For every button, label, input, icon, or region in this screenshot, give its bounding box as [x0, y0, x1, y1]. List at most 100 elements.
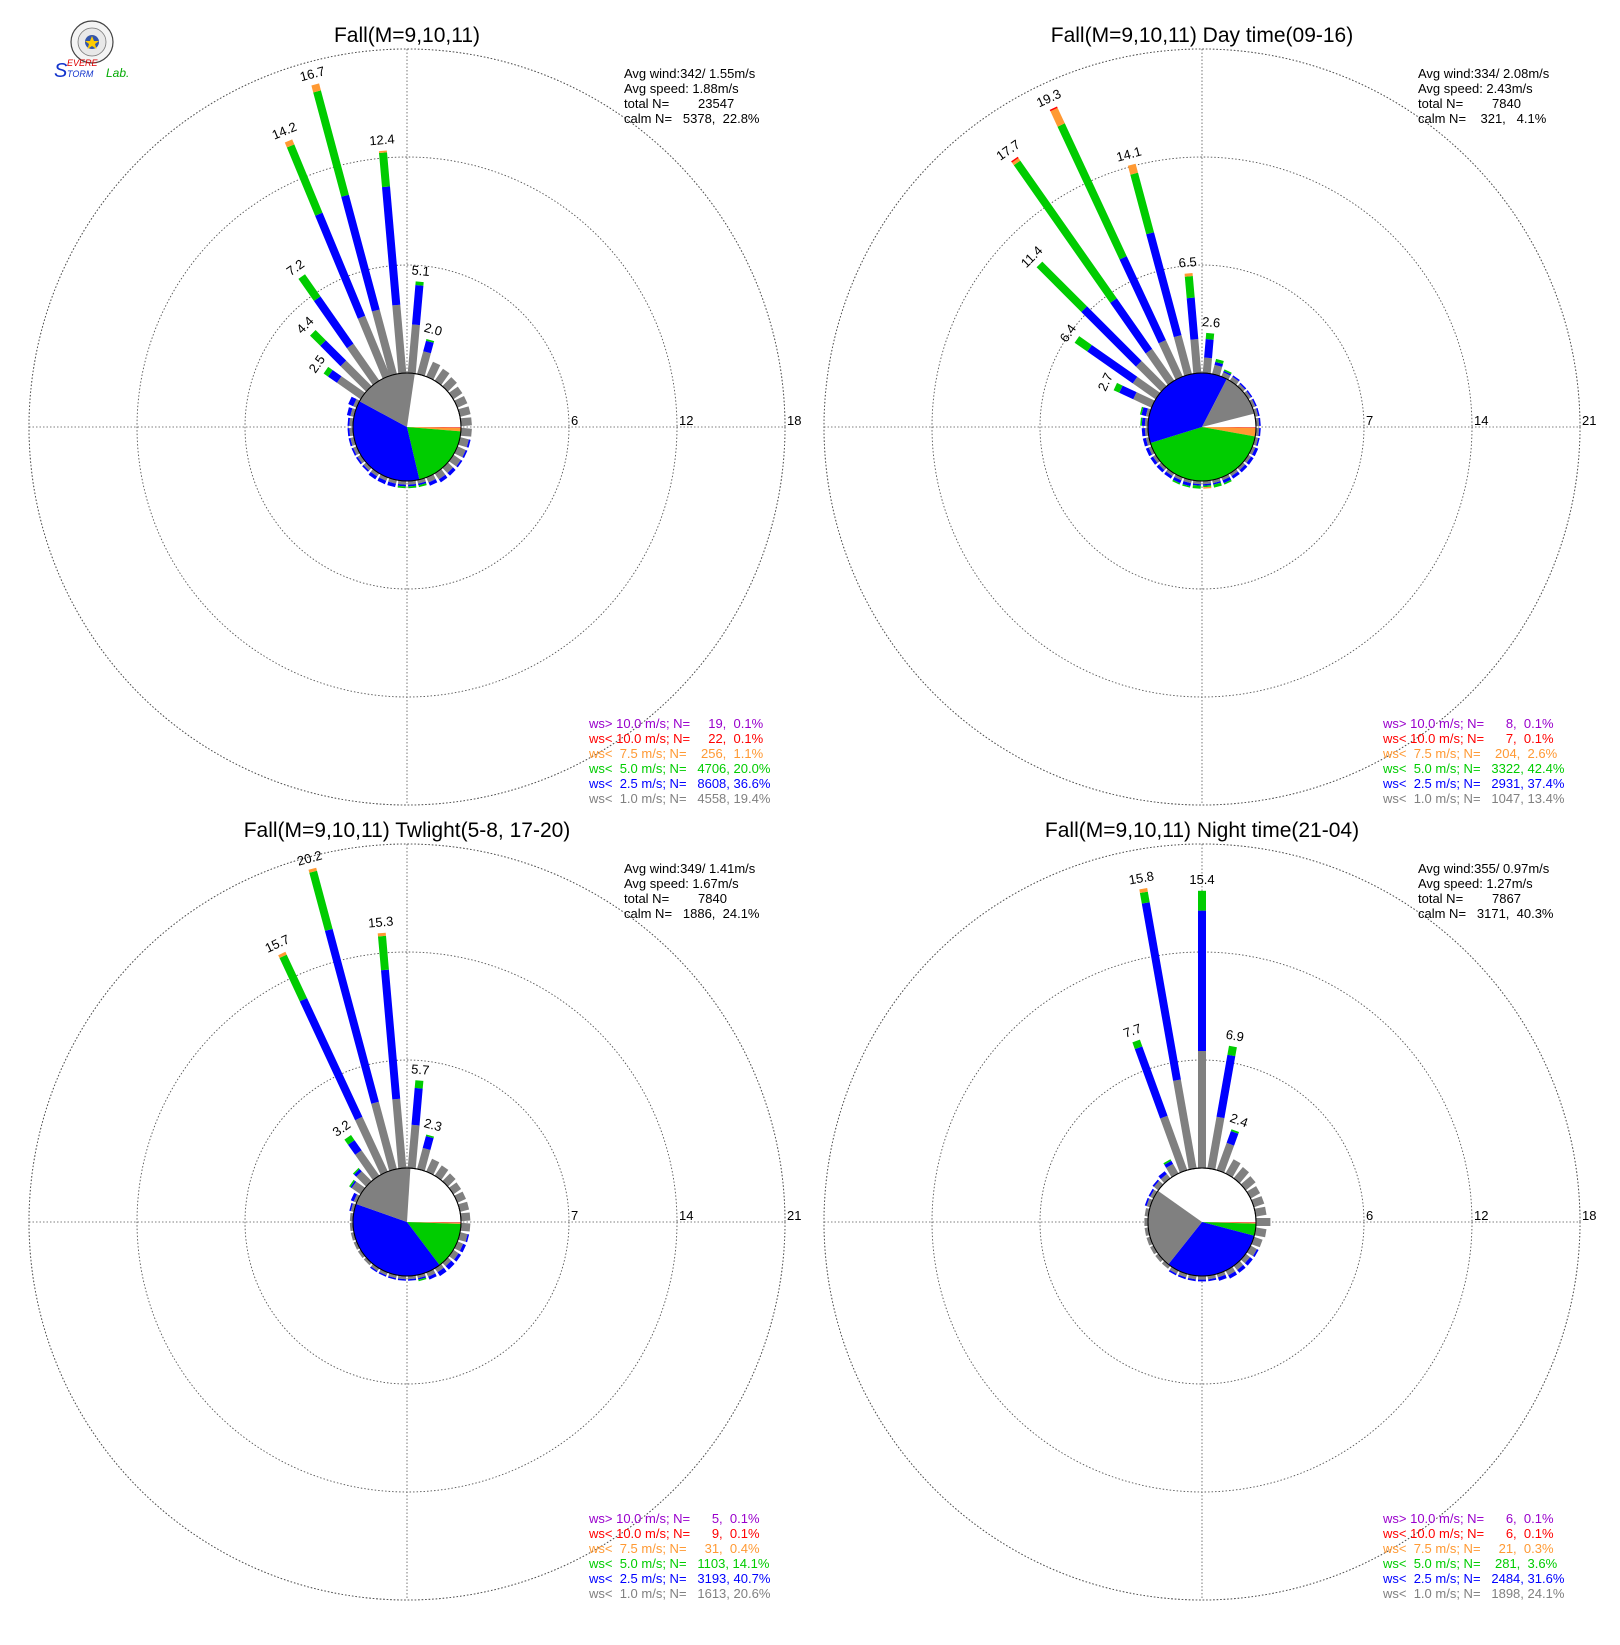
- stat-line: Avg wind:349/ 1.41m/s: [624, 861, 756, 876]
- stat-line: calm N= 5378, 22.8%: [624, 111, 760, 126]
- bar-value-label: 20.2: [295, 848, 323, 869]
- legend-entry: ws< 2.5 m/s; N= 2931, 37.4%: [1382, 776, 1565, 791]
- legend-entry: ws< 1.0 m/s; N= 4558, 19.4%: [588, 791, 771, 806]
- bar-value-label: 2.6: [1202, 314, 1221, 331]
- stat-line: Avg wind:334/ 2.08m/s: [1418, 66, 1550, 81]
- bar-segment: [1203, 358, 1212, 374]
- lab-logo: S EVERE TORM Lab.: [54, 21, 129, 82]
- bar-segment: [415, 281, 423, 285]
- legend-entry: ws< 7.5 m/s; N= 204, 2.6%: [1382, 746, 1558, 761]
- legend-entry: ws< 10.0 m/s; N= 9, 0.1%: [588, 1526, 760, 1541]
- legend-entry: ws< 1.0 m/s; N= 1047, 13.4%: [1382, 791, 1565, 806]
- bar-value-label: 2.4: [1228, 1110, 1250, 1130]
- bar-value-label: 15.3: [367, 913, 394, 930]
- bar-segment: [378, 936, 389, 971]
- ring-tick-label: 7: [571, 1208, 578, 1223]
- bar-value-label: 15.4: [1189, 872, 1214, 887]
- bar-segment: [287, 144, 323, 215]
- calm-pie: [353, 1168, 461, 1276]
- legend-entry: ws< 5.0 m/s; N= 1103, 14.1%: [588, 1556, 770, 1571]
- bar-segment: [1050, 108, 1064, 127]
- legend-entry: ws< 5.0 m/s; N= 281, 3.6%: [1382, 1556, 1558, 1571]
- stat-line: calm N= 1886, 24.1%: [624, 906, 760, 921]
- bar-segment: [1198, 1051, 1206, 1168]
- bar-value-label: 6.5: [1178, 254, 1197, 271]
- bar-segment: [1119, 386, 1136, 400]
- stat-line: Avg speed: 1.67m/s: [624, 876, 739, 891]
- bar-value-label: 2.3: [422, 1115, 443, 1134]
- calm-pie: [353, 373, 461, 481]
- bar-segment: [460, 1223, 470, 1232]
- ring-tick-label: 21: [787, 1208, 801, 1223]
- bar-segment: [1135, 1046, 1168, 1118]
- bar-value-label: 19.3: [1034, 86, 1063, 110]
- legend-entry: ws< 1.0 m/s; N= 1898, 24.1%: [1382, 1586, 1565, 1601]
- bar-segment: [1206, 333, 1215, 340]
- bar-segment: [313, 90, 349, 196]
- panel-title: Fall(M=9,10,11): [334, 24, 480, 47]
- stat-line: Avg wind:342/ 1.55m/s: [624, 66, 756, 81]
- legend-entry: ws< 10.0 m/s; N= 7, 0.1%: [1382, 731, 1554, 746]
- ring-tick-label: 18: [787, 413, 801, 428]
- bar-segment: [415, 1080, 424, 1088]
- stat-line: total N= 7867: [1418, 891, 1521, 906]
- bar-segment: [1037, 262, 1087, 312]
- ring-tick-label: 18: [1582, 1208, 1596, 1223]
- bar-value-label: 14.2: [270, 119, 299, 143]
- bar-segment: [1227, 1131, 1239, 1146]
- bar-segment: [392, 1099, 406, 1169]
- stat-line: total N= 23547: [624, 96, 734, 111]
- ring-tick-label: 6: [1366, 1208, 1373, 1223]
- bar-segment: [1227, 1046, 1237, 1056]
- legend-entry: ws< 2.5 m/s; N= 2484, 31.6%: [1382, 1571, 1565, 1586]
- bar-segment: [280, 955, 308, 1002]
- bar-segment: [381, 970, 400, 1100]
- bar-segment: [1190, 339, 1201, 374]
- bar-segment: [309, 871, 332, 931]
- bar-segment: [1255, 1207, 1267, 1217]
- bar-segment: [1130, 173, 1154, 235]
- legend-entry: ws< 5.0 m/s; N= 3322, 42.4%: [1382, 761, 1565, 776]
- bar-value-label: 5.7: [411, 1061, 430, 1078]
- legend-entry: ws< 10.0 m/s; N= 22, 0.1%: [588, 731, 764, 746]
- bar-segment: [412, 285, 423, 325]
- legend-entry: ws< 7.5 m/s; N= 256, 1.1%: [588, 746, 764, 761]
- bar-segment: [423, 1136, 434, 1150]
- bar-segment: [298, 274, 320, 301]
- legend-entry: ws< 7.5 m/s; N= 31, 0.4%: [588, 1541, 760, 1556]
- legend-entry: ws< 1.0 m/s; N= 1613, 20.6%: [588, 1586, 771, 1601]
- bar-value-label: 12.4: [369, 131, 396, 148]
- bar-value-label: 2.7: [1095, 370, 1116, 393]
- calm-pie: [1148, 1168, 1256, 1276]
- legend-entry: ws> 10.0 m/s; N= 19, 0.1%: [588, 716, 764, 731]
- panel-title: Fall(M=9,10,11) Twlight(5-8, 17-20): [244, 819, 571, 842]
- bar-segment: [1081, 306, 1141, 366]
- lab-seal-icon: [71, 21, 113, 63]
- legend-entry: ws< 2.5 m/s; N= 3193, 40.7%: [588, 1571, 771, 1586]
- bar-segment: [1217, 1055, 1236, 1118]
- logo-text-lab: Lab.: [106, 66, 129, 80]
- bar-segment: [341, 195, 380, 312]
- bar-segment: [1140, 892, 1150, 904]
- stat-line: calm N= 3171, 40.3%: [1418, 906, 1554, 921]
- bar-segment: [1187, 298, 1199, 340]
- legend-entry: ws< 2.5 m/s; N= 8608, 36.6%: [588, 776, 771, 791]
- stat-line: calm N= 321, 4.1%: [1418, 111, 1547, 126]
- bar-segment: [1142, 902, 1181, 1081]
- bar-value-label: 15.8: [1128, 868, 1156, 887]
- ring-tick-label: 7: [1366, 413, 1373, 428]
- bar-segment: [460, 1213, 470, 1222]
- logo-text-severe: EVERE: [67, 58, 99, 68]
- legend-entry: ws> 10.0 m/s; N= 6, 0.1%: [1382, 1511, 1554, 1526]
- stat-line: Avg speed: 1.27m/s: [1418, 876, 1533, 891]
- bar-segment: [408, 1125, 420, 1169]
- bar-segment: [1198, 1280, 1206, 1282]
- bar-segment: [1255, 1227, 1267, 1237]
- stat-line: total N= 7840: [1418, 96, 1521, 111]
- bar-value-label: 5.1: [411, 262, 430, 279]
- bar-segment: [382, 186, 400, 305]
